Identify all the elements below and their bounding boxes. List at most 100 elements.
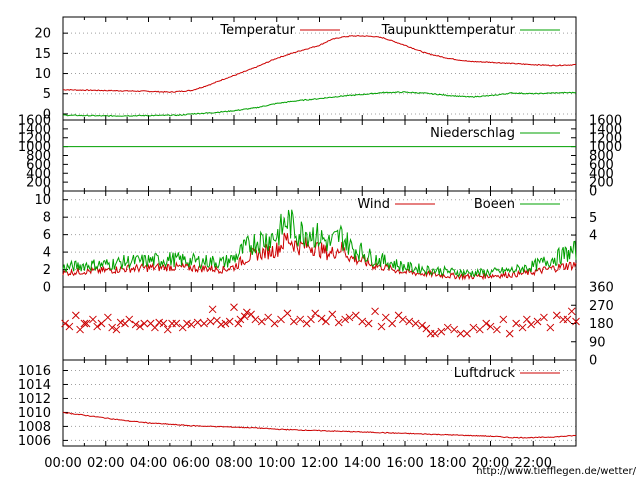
wind-direction-point xyxy=(482,319,491,328)
series-line-wind xyxy=(62,232,577,281)
wind-direction-point xyxy=(236,315,245,324)
wind-direction-point xyxy=(71,311,80,320)
wind-direction-point xyxy=(93,322,102,331)
series-group xyxy=(61,303,580,338)
x-tick-label: 16:00 xyxy=(386,456,423,471)
wind-direction-point xyxy=(206,317,215,326)
wind-direction-point xyxy=(82,319,91,328)
series-line-boeen xyxy=(62,209,577,278)
y2-tick-label: 5 xyxy=(589,211,597,226)
y-tick-label: 800 xyxy=(26,149,51,164)
wind-direction-point xyxy=(159,319,168,328)
y2-tick-label: 0 xyxy=(589,354,597,369)
wind-direction-point xyxy=(131,320,140,329)
wind-direction-point xyxy=(399,315,407,324)
wind-direction-point xyxy=(422,324,431,333)
x-tick-label: 14:00 xyxy=(344,456,381,471)
wind-direction-point xyxy=(172,319,181,328)
y2-tick-label: 90 xyxy=(589,335,606,350)
wind-direction-point xyxy=(463,329,471,338)
wind-direction-point xyxy=(80,319,89,328)
panel-wind-direction: 0 90 180 270 360 xyxy=(61,281,614,369)
y2-tick-label: 360 xyxy=(589,281,614,296)
wind-direction-point xyxy=(257,317,266,326)
y-tick-label: 10 xyxy=(34,67,51,82)
y-tick-label: 1006 xyxy=(18,434,51,449)
wind-direction-point xyxy=(234,319,243,328)
wind-direction-point xyxy=(405,317,414,326)
y-tick-label: 600 xyxy=(26,158,51,173)
series-line-taupunkttemperatur xyxy=(62,91,577,117)
y-tick-label: 1400 xyxy=(18,122,51,137)
y-tick-label: 1016 xyxy=(18,364,51,379)
wind-direction-point xyxy=(264,313,273,322)
wind-direction-point xyxy=(270,319,279,328)
y-tick-label: 1012 xyxy=(18,392,51,407)
wind-direction-point xyxy=(358,317,367,326)
y-tick-label: 5 xyxy=(43,87,51,102)
x-tick-label: 00:00 xyxy=(44,456,81,471)
footer-url: http://www.tiefflegen.de/wetter/ xyxy=(476,466,636,477)
wind-direction-point xyxy=(475,325,484,334)
y-tick-label: 1600 xyxy=(18,114,51,129)
y-tick-label: 400 xyxy=(26,167,51,182)
y2-tick-label: 270 xyxy=(589,299,614,314)
wind-direction-point xyxy=(307,315,315,324)
wind-direction-point xyxy=(345,313,354,322)
legend-label: Boeen xyxy=(474,197,515,212)
wind-direction-point xyxy=(450,325,459,334)
panel-precipitation: 0200400600800100012001400160002004006008… xyxy=(18,114,622,200)
wind-direction-point xyxy=(567,307,576,316)
wind-direction-point xyxy=(240,312,249,321)
series-line-luftdruck xyxy=(62,411,577,439)
x-tick-label: 02:00 xyxy=(87,456,124,471)
wind-direction-point xyxy=(193,318,202,327)
wind-direction-point xyxy=(242,308,251,317)
x-tick-label: 12:00 xyxy=(301,456,338,471)
wind-direction-point xyxy=(443,323,452,332)
wind-direction-point xyxy=(277,315,285,324)
wind-direction-point xyxy=(97,319,106,328)
y-tick-label: 0 xyxy=(43,107,51,122)
series-group xyxy=(62,34,577,117)
x-tick-label: 08:00 xyxy=(215,456,252,471)
wind-direction-point xyxy=(411,319,420,328)
y2-tick-label: 600 xyxy=(589,158,614,173)
legend-label: Taupunkttemperatur xyxy=(381,23,516,38)
wind-direction-point xyxy=(351,311,360,320)
legend-label: Wind xyxy=(357,197,390,212)
y-tick-label: 0 xyxy=(43,281,51,296)
y-tick-label: 1008 xyxy=(18,420,51,435)
y2-tick-label: 400 xyxy=(589,167,614,182)
y2-tick-label: 800 xyxy=(589,149,614,164)
wind-direction-point xyxy=(469,323,478,332)
wind-direction-point xyxy=(108,323,117,332)
panel-temperature: 0 5 10 15 20 Temperatur Taupunkttemperatur xyxy=(34,16,577,122)
wind-direction-point xyxy=(418,321,426,330)
series-group xyxy=(62,209,577,281)
wind-direction-point xyxy=(251,315,260,324)
wind-direction-point xyxy=(518,323,527,332)
wind-direction-point xyxy=(89,315,97,324)
wind-direction-point xyxy=(552,311,561,320)
panel-wind: 0 2 4 6 8 10 4 5 Wind Boeen xyxy=(34,190,597,296)
x-tick-label: 18:00 xyxy=(429,456,466,471)
x-tick-label: 20:00 xyxy=(472,456,509,471)
y2-tick-label: 1200 xyxy=(589,131,622,146)
wind-direction-point xyxy=(437,327,446,336)
legend-label: Niederschlag xyxy=(430,126,515,141)
wind-direction-point xyxy=(533,317,542,326)
legend-label: Temperatur xyxy=(219,23,295,38)
wind-direction-point xyxy=(200,319,208,328)
y2-tick-label: 1000 xyxy=(589,140,622,155)
y-tick-label: 2 xyxy=(43,263,51,278)
x-tick-label: 04:00 xyxy=(130,456,167,471)
wind-direction-point xyxy=(225,317,234,326)
wind-direction-point xyxy=(522,315,531,324)
y-tick-label: 1010 xyxy=(18,406,51,421)
y2-tick-label: 180 xyxy=(589,317,614,332)
wind-direction-point xyxy=(381,313,390,322)
y-tick-label: 1014 xyxy=(18,378,51,393)
y-tick-label: 15 xyxy=(34,47,51,62)
